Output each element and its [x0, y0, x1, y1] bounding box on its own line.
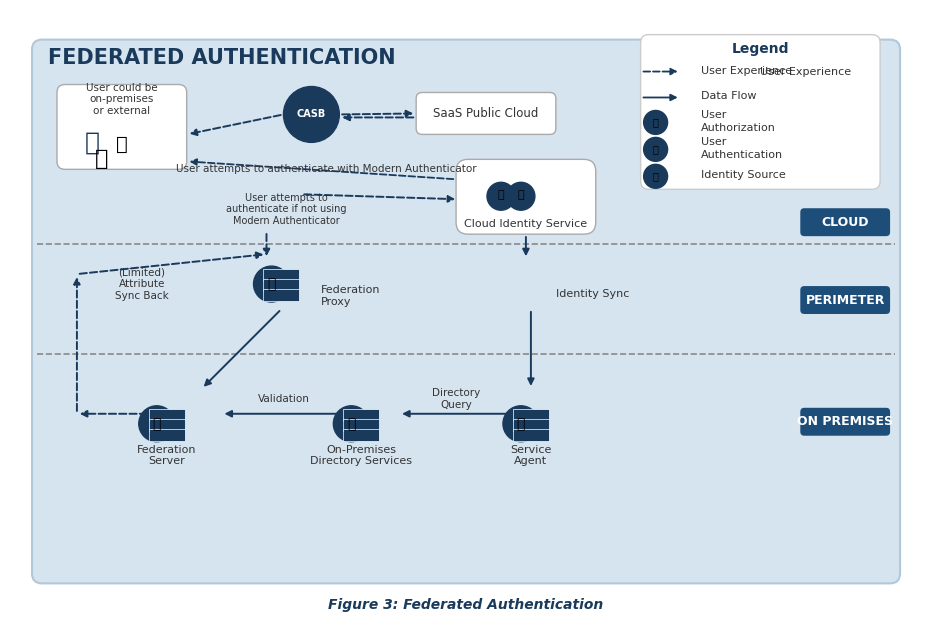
Text: Legend: Legend	[732, 42, 790, 56]
Text: Cloud Identity Service: Cloud Identity Service	[464, 219, 588, 229]
FancyBboxPatch shape	[801, 208, 890, 236]
Circle shape	[487, 182, 515, 210]
Text: User attempts to
authenticate if not using
Modern Authenticator: User attempts to authenticate if not usi…	[226, 193, 347, 226]
FancyBboxPatch shape	[513, 429, 549, 441]
FancyBboxPatch shape	[149, 419, 185, 431]
Text: 📱: 📱	[116, 135, 127, 154]
FancyBboxPatch shape	[641, 34, 880, 189]
Text: Federation
Server: Federation Server	[137, 445, 196, 467]
FancyBboxPatch shape	[801, 408, 890, 436]
Circle shape	[139, 406, 175, 442]
Text: PERIMETER: PERIMETER	[805, 293, 884, 306]
Text: 🔄: 🔄	[517, 417, 525, 431]
Text: Directory
Query: Directory Query	[432, 388, 480, 409]
Circle shape	[644, 137, 668, 162]
Text: Identity Sync: Identity Sync	[556, 289, 630, 299]
Text: 🔑: 🔑	[653, 117, 658, 127]
Text: Data Flow: Data Flow	[700, 92, 756, 102]
FancyBboxPatch shape	[57, 84, 187, 169]
FancyBboxPatch shape	[263, 279, 299, 291]
FancyBboxPatch shape	[263, 269, 299, 281]
Circle shape	[507, 182, 535, 210]
Text: User could be
on-premises
or external: User could be on-premises or external	[86, 83, 157, 116]
Text: Service
Agent: Service Agent	[511, 445, 551, 467]
FancyBboxPatch shape	[263, 289, 299, 301]
FancyBboxPatch shape	[149, 409, 185, 421]
FancyBboxPatch shape	[513, 409, 549, 421]
FancyBboxPatch shape	[149, 429, 185, 441]
Text: CLOUD: CLOUD	[821, 216, 869, 229]
Circle shape	[284, 87, 339, 142]
Text: User attempts to authenticate with Modern Authenticator: User attempts to authenticate with Moder…	[176, 164, 477, 174]
FancyBboxPatch shape	[456, 159, 596, 234]
Text: (Limited)
Attribute
Sync Back: (Limited) Attribute Sync Back	[115, 268, 168, 301]
Text: FEDERATED AUTHENTICATION: FEDERATED AUTHENTICATION	[47, 47, 395, 67]
FancyBboxPatch shape	[416, 92, 556, 134]
FancyBboxPatch shape	[513, 419, 549, 431]
Circle shape	[503, 406, 538, 442]
Text: User Experience: User Experience	[761, 67, 852, 77]
Text: 🔄: 🔄	[153, 417, 161, 431]
Circle shape	[333, 406, 369, 442]
Text: On-Premises
Directory Services: On-Premises Directory Services	[311, 445, 412, 467]
Text: 👤: 👤	[653, 172, 658, 182]
Text: 🔑: 🔑	[498, 190, 504, 200]
Text: Validation: Validation	[258, 394, 310, 404]
Text: ON PREMISES: ON PREMISES	[797, 415, 893, 428]
Text: 🔄: 🔄	[267, 277, 275, 291]
Text: 👤: 👤	[85, 130, 100, 154]
Text: Figure 3: Federated Authentication: Figure 3: Federated Authentication	[328, 598, 604, 612]
Circle shape	[254, 266, 289, 302]
Text: Identity Source: Identity Source	[700, 170, 785, 180]
Text: CASB: CASB	[297, 109, 326, 119]
Circle shape	[644, 110, 668, 134]
FancyBboxPatch shape	[801, 286, 890, 314]
Text: User
Authentication: User Authentication	[700, 137, 783, 160]
Text: 🔄: 🔄	[347, 417, 355, 431]
FancyBboxPatch shape	[32, 39, 900, 583]
Text: 💻: 💻	[95, 149, 109, 169]
Circle shape	[644, 164, 668, 188]
Text: 👍: 👍	[518, 190, 525, 200]
Text: SaaS Public Cloud: SaaS Public Cloud	[433, 107, 538, 120]
Text: User
Authorization: User Authorization	[700, 110, 776, 133]
FancyBboxPatch shape	[343, 409, 379, 421]
Text: 👍: 👍	[653, 144, 658, 154]
Text: Federation
Proxy: Federation Proxy	[322, 285, 381, 307]
FancyBboxPatch shape	[343, 429, 379, 441]
FancyBboxPatch shape	[343, 419, 379, 431]
Text: User Experience: User Experience	[700, 66, 791, 76]
